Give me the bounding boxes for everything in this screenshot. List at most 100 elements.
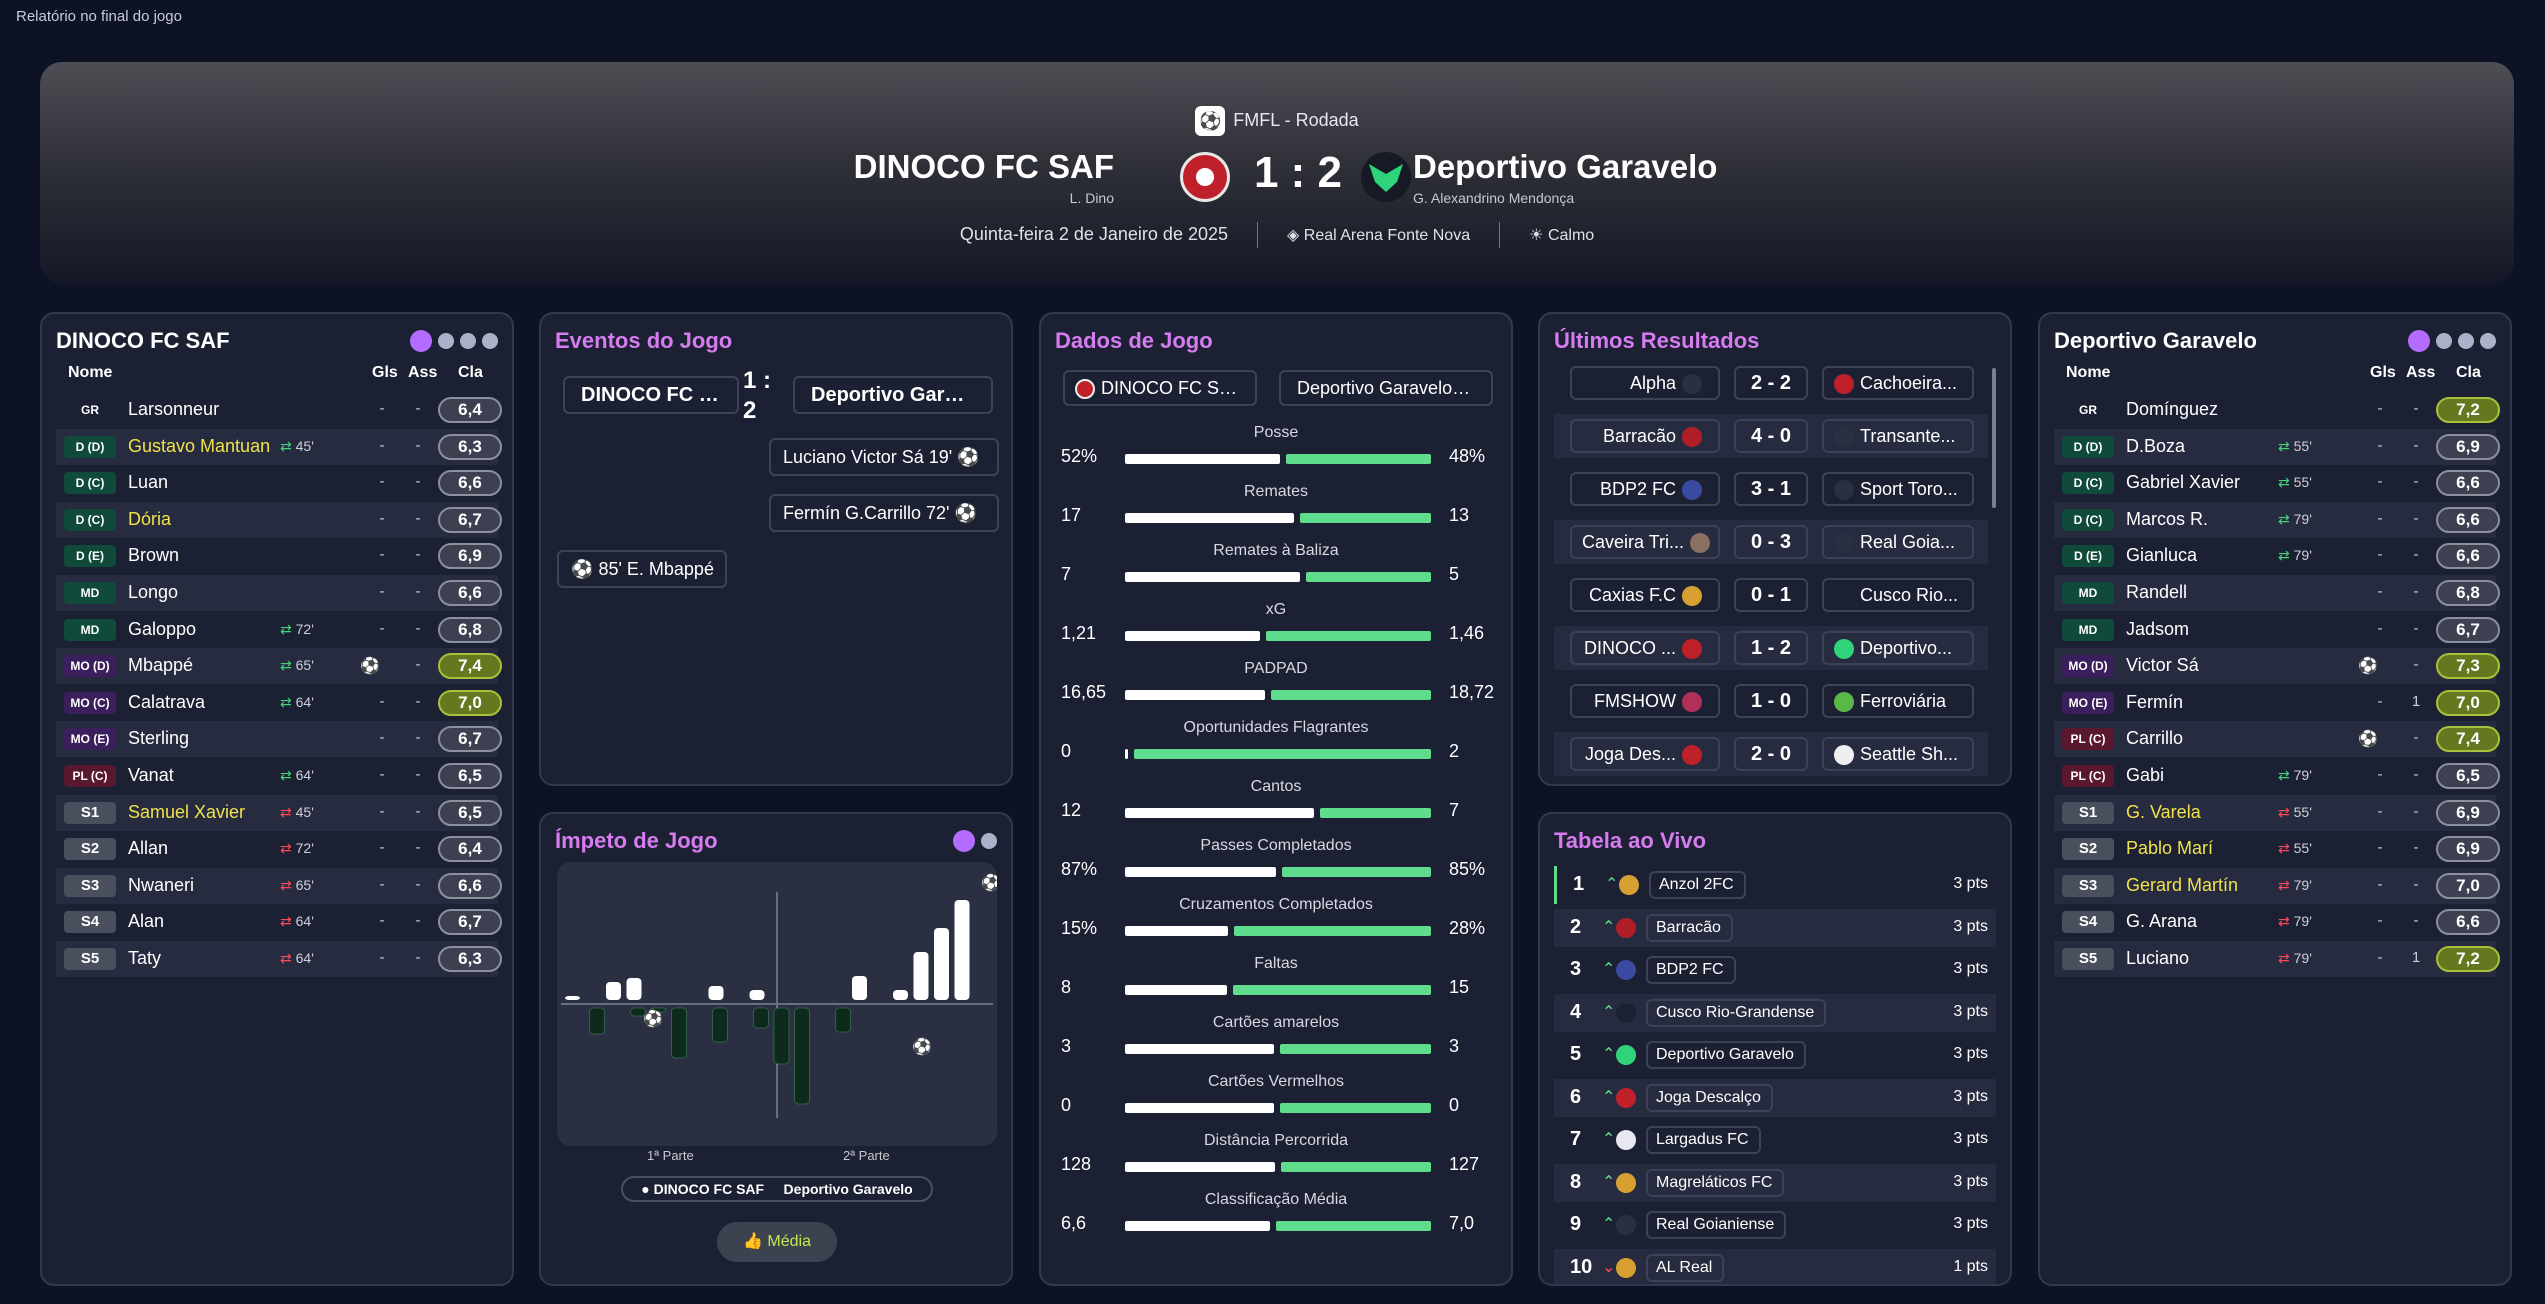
league-team-name[interactable]: Real Goianiense <box>1646 1211 1787 1239</box>
player-row[interactable]: D (E) Brown - -6,9 <box>56 538 502 574</box>
player-row[interactable]: D (E) Gianluca ⇄ 79' - -6,6 <box>2054 538 2500 574</box>
media-button[interactable]: 👍 Média <box>717 1222 837 1262</box>
player-name[interactable]: Randell <box>2126 582 2188 602</box>
player-row[interactable]: MO (D) Mbappé ⇄ 65' ⚽ -7,4 <box>56 648 502 685</box>
result-home-team[interactable]: BDP2 FC <box>1570 472 1720 506</box>
player-name[interactable]: Gianluca <box>2126 545 2198 566</box>
player-row[interactable]: PL (C) Gabi ⇄ 79' - -6,5 <box>2054 758 2500 794</box>
player-name[interactable]: Carrillo <box>2126 728 2184 749</box>
home-manager[interactable]: L. Dino <box>1069 190 1114 206</box>
player-name[interactable]: Domínguez <box>2126 399 2219 419</box>
result-away-team[interactable]: Cachoeira... <box>1822 366 1974 400</box>
event-goal-away-1[interactable]: Luciano Victor Sá 19' ⚽ <box>769 438 999 476</box>
player-name[interactable]: Nwaneri <box>128 874 195 895</box>
player-row[interactable]: MD Jadsom - -6,7 <box>2054 612 2500 648</box>
player-row[interactable]: D (D) D.Boza ⇄ 55' - -6,9 <box>2054 428 2500 465</box>
player-row[interactable]: MO (E) Fermín - 1 7,0 <box>2054 685 2500 721</box>
league-row[interactable]: 5 ⌃ Deportivo Garavelo 3 pts <box>1554 1036 1996 1074</box>
player-row[interactable]: S3 Gerard Martín ⇄ 79' - -7,0 <box>2054 867 2500 904</box>
league-row[interactable]: 4 ⌃ Cusco Rio-Grandense 3 pts <box>1554 993 1996 1032</box>
player-name[interactable]: G. Varela <box>2126 801 2201 822</box>
player-row[interactable]: PL (C) Carrillo ⚽ -7,4 <box>2054 721 2500 758</box>
player-row[interactable]: MD Randell - -6,8 <box>2054 575 2500 611</box>
player-name[interactable]: Allan <box>128 838 169 859</box>
result-score[interactable]: 0 - 3 <box>1734 525 1808 559</box>
league-row[interactable]: 6 ⌃ Joga Descalço 3 pts <box>1554 1078 1996 1117</box>
league-team-name[interactable]: Joga Descalço <box>1646 1083 1773 1112</box>
league-team-name[interactable]: Largadus FC <box>1646 1126 1761 1154</box>
col-rating[interactable]: Cla <box>458 364 483 381</box>
player-row[interactable]: MD Galoppo ⇄ 72' - -6,8 <box>56 612 502 648</box>
result-away-team[interactable]: Seattle Sh... <box>1822 737 1974 771</box>
player-name[interactable]: Gerard Martín <box>2126 874 2239 895</box>
player-name[interactable]: Fermín <box>2126 691 2184 712</box>
player-row[interactable]: S5 Taty ⇄ 64' - -6,3 <box>56 941 502 977</box>
player-row[interactable]: S5 Luciano ⇄ 79' - 1 7,2 <box>2054 941 2500 977</box>
away-page-dot-3[interactable] <box>2458 333 2474 349</box>
result-score[interactable]: 4 - 0 <box>1734 419 1808 453</box>
player-name[interactable]: Pablo Marí <box>2126 838 2214 859</box>
league-team-name[interactable]: Deportivo Garavelo <box>1646 1041 1806 1069</box>
result-score[interactable]: 3 - 1 <box>1734 472 1808 506</box>
player-row[interactable]: S3 Nwaneri ⇄ 65' - -6,6 <box>56 867 502 904</box>
events-home-team[interactable]: DINOCO FC SAF <box>563 376 739 414</box>
result-home-team[interactable]: Caveira Tri... <box>1570 525 1720 559</box>
league-row[interactable]: 8 ⌃ Magreláticos FC 3 pts <box>1554 1163 1996 1202</box>
player-name[interactable]: Samuel Xavier <box>128 801 246 822</box>
player-row[interactable]: MO (E) Sterling - -6,7 <box>56 721 502 758</box>
result-away-team[interactable]: Real Goia... <box>1822 525 1974 559</box>
page-dot-4[interactable] <box>482 333 498 349</box>
league-row[interactable]: 3 ⌃ BDP2 FC 3 pts <box>1554 951 1996 989</box>
result-home-team[interactable]: Alpha <box>1570 366 1720 400</box>
player-name[interactable]: Sterling <box>128 728 190 749</box>
col-name[interactable]: Nome <box>2066 364 2111 381</box>
league-team-name[interactable]: Cusco Rio-Grandense <box>1646 998 1827 1027</box>
player-row[interactable]: MO (C) Calatrava ⇄ 64' - -7,0 <box>56 685 502 721</box>
league-row[interactable]: 9 ⌃ Real Goianiense 3 pts <box>1554 1206 1996 1244</box>
league-row[interactable]: 2 ⌃ Barracão 3 pts <box>1554 908 1996 947</box>
player-name[interactable]: Brown <box>128 545 180 566</box>
momentum-dot-1[interactable] <box>953 830 975 852</box>
player-name[interactable]: Victor Sá <box>2126 655 2199 676</box>
result-away-team[interactable]: Deportivo... <box>1822 631 1974 665</box>
player-name[interactable]: Larsonneur <box>128 399 220 419</box>
col-goals[interactable]: Gls <box>2370 364 2396 381</box>
player-row[interactable]: MD Longo - -6,6 <box>56 575 502 611</box>
away-page-dot-4[interactable] <box>2480 333 2496 349</box>
events-away-team[interactable]: Deportivo Garavelo <box>793 376 993 414</box>
home-team-name[interactable]: DINOCO FC SAF <box>853 148 1114 185</box>
away-page-dot-2[interactable] <box>2436 333 2452 349</box>
player-name[interactable]: D.Boza <box>2126 435 2186 456</box>
col-name[interactable]: Nome <box>68 364 113 381</box>
result-score[interactable]: 0 - 1 <box>1734 578 1808 612</box>
stats-home-team[interactable]: DINOCO FC SAF <box>1063 370 1257 406</box>
momentum-dot-2[interactable] <box>981 833 997 849</box>
player-row[interactable]: D (C) Dória - -6,7 <box>56 501 502 538</box>
results-scrollbar[interactable] <box>1992 368 1996 508</box>
league-team-name[interactable]: Barracão <box>1646 913 1733 942</box>
player-name[interactable]: Vanat <box>128 765 174 785</box>
player-name[interactable]: Alan <box>128 911 165 932</box>
league-team-name[interactable]: BDP2 FC <box>1646 956 1736 984</box>
player-name[interactable]: Taty <box>128 948 162 968</box>
league-row[interactable]: 1 ⌃ Anzol 2FC 3 pts <box>1554 866 1996 904</box>
result-home-team[interactable]: FMSHOW <box>1570 684 1720 718</box>
player-name[interactable]: Gabi <box>2126 765 2165 785</box>
player-name[interactable]: Marcos R. <box>2126 508 2209 529</box>
stats-away-team[interactable]: Deportivo Garavelo <box>1279 370 1493 406</box>
away-page-dot-1[interactable] <box>2408 330 2430 352</box>
player-name[interactable]: Dória <box>128 508 172 529</box>
player-row[interactable]: D (D) Gustavo Mantuan ⇄ 45' - -6,3 <box>56 428 502 465</box>
player-row[interactable]: S4 G. Arana ⇄ 79' - -6,6 <box>2054 904 2500 940</box>
player-row[interactable]: GR Larsonneur - -6,4 <box>56 392 502 428</box>
player-name[interactable]: Gabriel Xavier <box>2126 472 2241 493</box>
player-name[interactable]: Jadsom <box>2126 618 2190 639</box>
player-name[interactable]: Longo <box>128 582 179 602</box>
player-name[interactable]: G. Arana <box>2126 911 2198 932</box>
player-name[interactable]: Luan <box>128 472 169 493</box>
league-team-name[interactable]: AL Real <box>1646 1253 1725 1282</box>
page-dot-1[interactable] <box>410 330 432 352</box>
league-row[interactable]: 7 ⌃ Largadus FC 3 pts <box>1554 1121 1996 1159</box>
col-assists[interactable]: Ass <box>408 364 438 381</box>
player-row[interactable]: D (C) Gabriel Xavier ⇄ 55' - -6,6 <box>2054 465 2500 501</box>
